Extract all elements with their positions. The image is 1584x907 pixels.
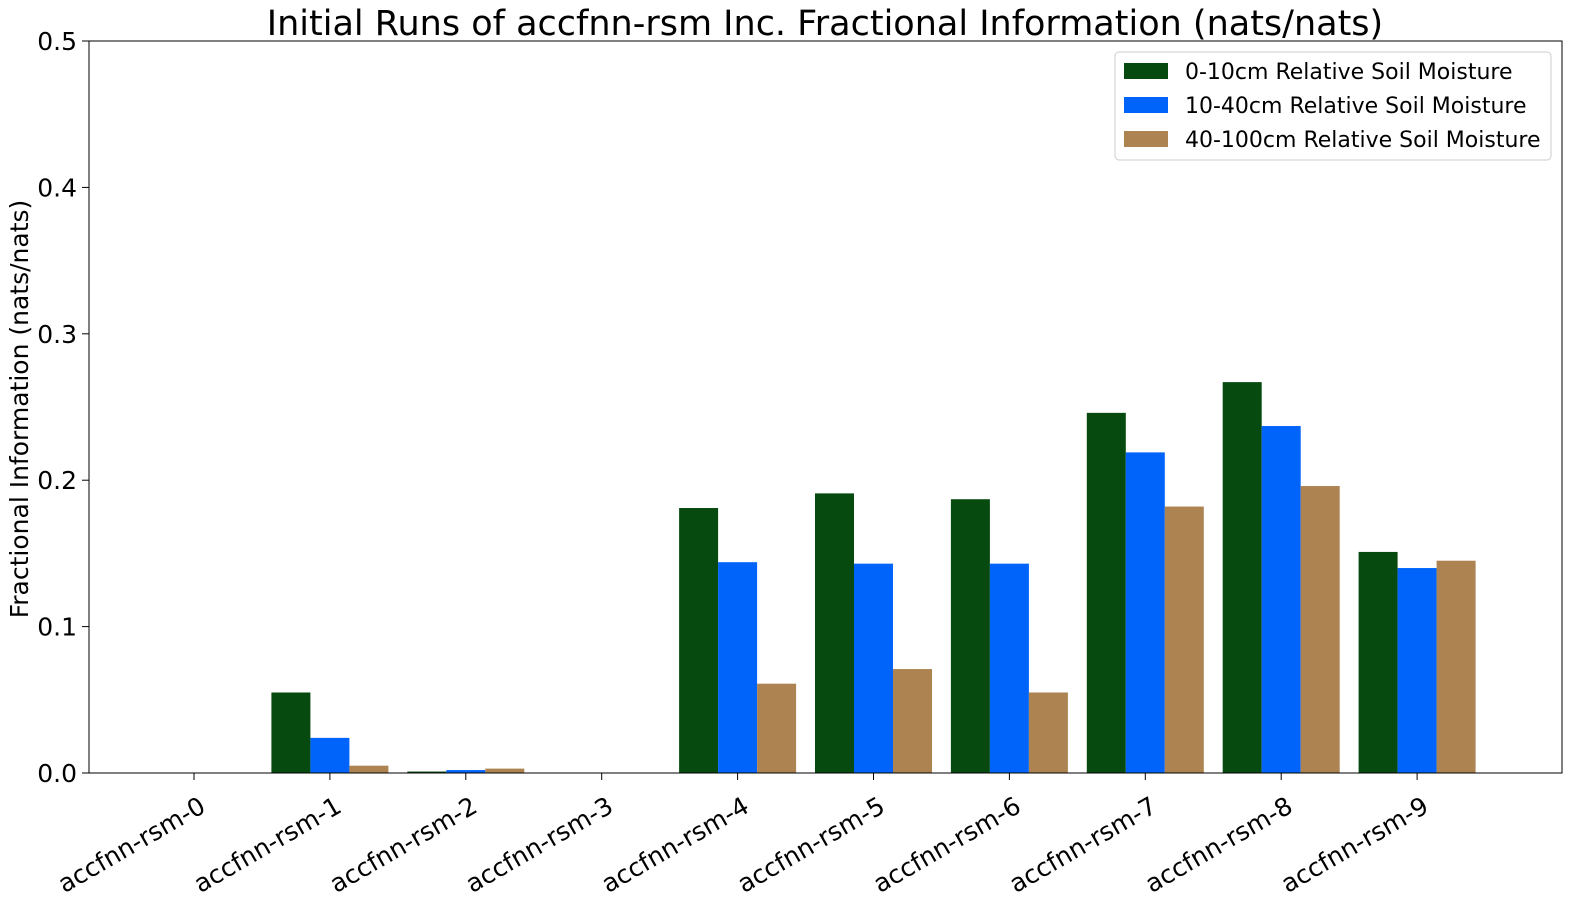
y-tick-label: 0.2 xyxy=(37,466,77,495)
bar-accfnn-rsm-2-series-3 xyxy=(485,768,525,773)
x-tick-label: accfnn-rsm-1 xyxy=(189,791,346,899)
legend-swatch-2 xyxy=(1124,97,1168,113)
bar-accfnn-rsm-8-series-2 xyxy=(1261,426,1301,773)
y-tick-label: 0.5 xyxy=(37,27,77,56)
bar-accfnn-rsm-7-series-2 xyxy=(1125,452,1165,773)
bar-accfnn-rsm-4-series-1 xyxy=(679,508,719,773)
x-tick-label: accfnn-rsm-8 xyxy=(1140,791,1297,899)
x-tick-label: accfnn-rsm-9 xyxy=(1276,791,1433,899)
x-tick-label: accfnn-rsm-4 xyxy=(596,791,753,899)
y-axis-label: Fractional Information (nats/nats) xyxy=(5,200,34,619)
legend-swatch-1 xyxy=(1124,63,1168,79)
x-tick-label: accfnn-rsm-5 xyxy=(732,791,889,899)
bar-accfnn-rsm-8-series-3 xyxy=(1300,486,1340,773)
bar-accfnn-rsm-6-series-1 xyxy=(950,499,990,773)
y-tick-label: 0.3 xyxy=(37,320,77,349)
bar-accfnn-rsm-2-series-1 xyxy=(407,771,447,773)
bar-accfnn-rsm-6-series-2 xyxy=(989,563,1029,773)
bar-accfnn-rsm-5-series-2 xyxy=(854,563,893,773)
y-tick-label: 0.4 xyxy=(37,173,77,202)
x-tick-label: accfnn-rsm-3 xyxy=(461,791,618,899)
bar-accfnn-rsm-8-series-1 xyxy=(1222,382,1262,773)
bar-accfnn-rsm-7-series-1 xyxy=(1086,412,1126,773)
bar-accfnn-rsm-9-series-3 xyxy=(1436,560,1476,773)
bar-accfnn-rsm-5-series-1 xyxy=(815,493,854,773)
bar-accfnn-rsm-1-series-2 xyxy=(310,737,350,773)
y-tick-label: 0.0 xyxy=(37,759,77,788)
x-tick-label: accfnn-rsm-0 xyxy=(53,791,210,899)
legend-label-2: 10-40cm Relative Soil Moisture xyxy=(1185,94,1526,119)
legend: 0-10cm Relative Soil Moisture 10-40cm Rel… xyxy=(1114,51,1552,161)
x-tick-label: accfnn-rsm-7 xyxy=(1004,791,1161,899)
legend-swatch-3 xyxy=(1124,131,1168,147)
bar-accfnn-rsm-1-series-3 xyxy=(349,765,389,773)
chart-title: Initial Runs of accfnn-rsm Inc. Fraction… xyxy=(267,4,1383,44)
bar-accfnn-rsm-6-series-3 xyxy=(1028,692,1068,773)
y-axis-ticks: 0.0 0.1 0.2 0.3 0.4 0.5 xyxy=(37,27,89,788)
legend-label-1: 0-10cm Relative Soil Moisture xyxy=(1185,60,1513,85)
bar-accfnn-rsm-9-series-1 xyxy=(1358,551,1398,773)
bar-accfnn-rsm-7-series-3 xyxy=(1164,506,1204,773)
bar-accfnn-rsm-4-series-2 xyxy=(718,562,758,773)
bar-accfnn-rsm-5-series-3 xyxy=(893,669,932,773)
y-tick-label: 0.1 xyxy=(37,613,77,642)
bar-accfnn-rsm-1-series-1 xyxy=(271,692,311,773)
x-axis-ticks: accfnn-rsm-0accfnn-rsm-1accfnn-rsm-2accf… xyxy=(53,773,1433,899)
x-tick-label: accfnn-rsm-6 xyxy=(868,791,1025,899)
legend-box xyxy=(1114,51,1552,161)
x-tick-label: accfnn-rsm-2 xyxy=(325,791,482,899)
plot-area-frame xyxy=(88,40,1563,774)
bar-accfnn-rsm-2-series-2 xyxy=(446,770,486,773)
bar-accfnn-rsm-9-series-2 xyxy=(1397,568,1437,773)
legend-label-3: 40-100cm Relative Soil Moisture xyxy=(1185,128,1540,153)
bar-accfnn-rsm-4-series-3 xyxy=(757,683,797,773)
bars xyxy=(271,382,1476,773)
